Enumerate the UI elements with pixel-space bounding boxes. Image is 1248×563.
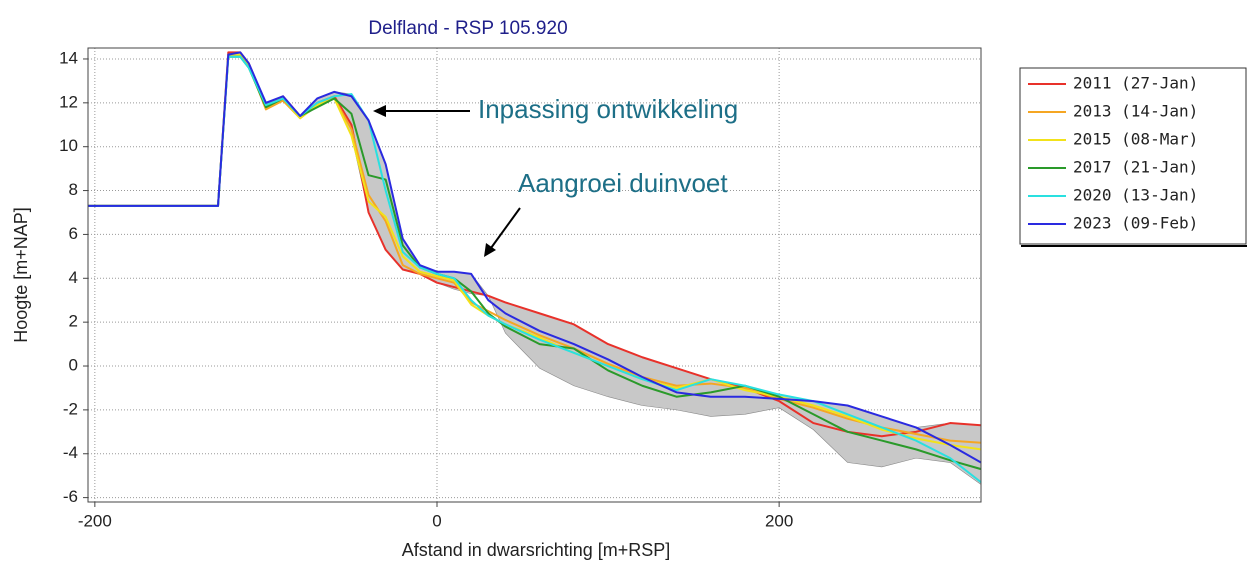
- x-tick-label: 200: [765, 511, 793, 530]
- y-tick-label: 0: [69, 356, 78, 375]
- series-line: [88, 51, 981, 464]
- x-tick-label: 0: [432, 511, 441, 530]
- series-group: [88, 51, 981, 485]
- plot-area: [88, 48, 981, 502]
- y-tick-label: 2: [69, 312, 78, 331]
- y-tick-label: -6: [63, 487, 78, 506]
- y-tick-label: 4: [69, 268, 78, 287]
- legend-label: 2013 (14-Jan): [1073, 102, 1198, 121]
- y-tick-label: -2: [63, 399, 78, 418]
- y-tick-label: 8: [69, 180, 78, 199]
- y-tick-label: 14: [59, 48, 78, 67]
- y-tick-label: 6: [69, 224, 78, 243]
- y-tick-label: 12: [59, 92, 78, 111]
- annotation: Aangroei duinvoet: [518, 168, 728, 198]
- legend-label: 2023 (09-Feb): [1073, 214, 1198, 233]
- legend: [1019, 67, 1247, 245]
- x-tick-label: -200: [78, 511, 112, 530]
- annotation: Inpassing ontwikkeling: [478, 94, 738, 124]
- legend-label: 2011 (27-Jan): [1073, 74, 1198, 93]
- legend-label: 2017 (21-Jan): [1073, 158, 1198, 177]
- x-axis-label: Afstand in dwarsrichting [m+RSP]: [402, 540, 671, 560]
- annotation-arrow: [490, 207, 521, 249]
- legend-label: 2020 (13-Jan): [1073, 186, 1198, 205]
- y-tick-label: -4: [63, 443, 78, 462]
- arrow-head: [484, 243, 496, 257]
- arrow-head: [373, 105, 386, 117]
- series-line: [88, 55, 981, 484]
- legend-label: 2015 (08-Mar): [1073, 130, 1198, 149]
- chart-title: Delfland - RSP 105.920: [368, 18, 567, 39]
- plot-frame: [87, 47, 982, 503]
- y-tick-label: 10: [59, 136, 78, 155]
- y-axis-label: Hoogte [m+NAP]: [11, 207, 31, 343]
